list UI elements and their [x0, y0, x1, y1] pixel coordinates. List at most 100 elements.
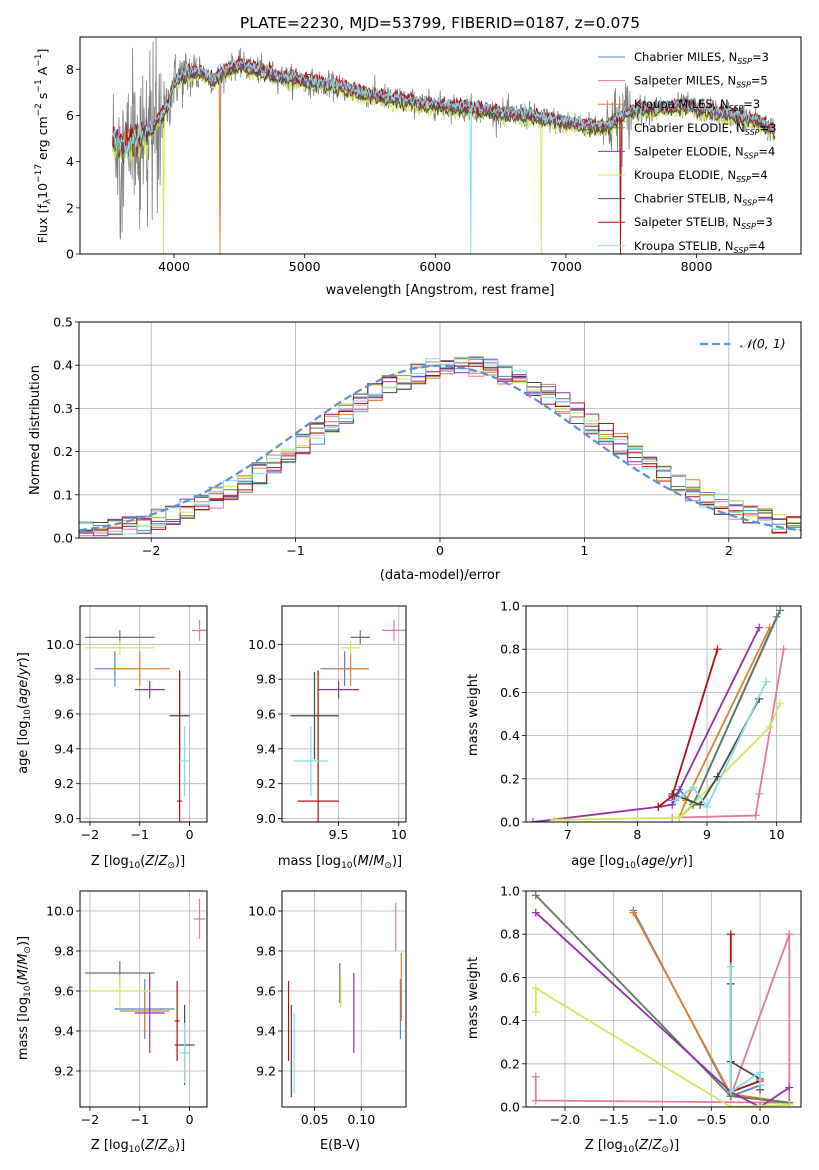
legend-label-chabrier_miles: Chabrier MILES, NSSP=3: [634, 50, 769, 66]
legend-subscript: SSP: [737, 57, 752, 66]
marker-salpeter_stelib: [654, 802, 663, 811]
x-tick-label: 0.0: [750, 1112, 770, 1127]
legend-name: Kroupa STELIB, N: [634, 239, 734, 253]
marker-salpeter_miles: [779, 645, 788, 654]
residual-histogram-panel: −2 −1 0 1 2 0.0 0.1 0.2 0.3 0.4 0.5 𝒩(0, 1): [53, 315, 802, 558]
plot-area: [79, 356, 801, 538]
spectrum-panel: 4000 5000 6000 7000 8000 0 2 4 6 8: [66, 36, 802, 274]
marker-kroupa_stelib: [756, 1081, 765, 1090]
x-tick-label: −1: [131, 827, 149, 842]
axes-frame: [79, 890, 208, 1108]
plot-area: [290, 619, 406, 822]
legend-name: Salpeter STELIB, N: [634, 215, 741, 229]
x-tick-label: 6000: [419, 259, 451, 274]
marker-salpeter_miles: [785, 930, 794, 939]
y-tick-label: 10.0: [248, 637, 276, 652]
x-tick-label: 1: [580, 543, 588, 558]
y-tick-label: 0.2: [500, 771, 520, 786]
x-tick-label: 8000: [681, 259, 713, 274]
legend-subscript: SSP: [745, 128, 760, 137]
mass-vs-ebv-panel: 0.05 0.10 9.2 9.4 9.6 9.8 10.0: [248, 890, 407, 1127]
y-tick-label: 9.6: [256, 984, 276, 999]
legend-count: =3: [760, 121, 777, 135]
weight-z-xlabel: Z [log10(Z/Z⊙)]: [585, 1138, 679, 1155]
legend-subscript: SSP: [742, 199, 757, 208]
histogram-kroupa_stelib: [79, 357, 801, 538]
y-tick-label: 0.6: [500, 685, 520, 700]
plot-area: [531, 891, 794, 1107]
series-line-kroupa_stelib: [729, 966, 761, 1094]
y-tick-label: 6: [66, 108, 74, 123]
plot-area: [84, 619, 207, 822]
y-tick-label: 0.1: [53, 487, 73, 502]
marker-kroupa_elodie: [531, 984, 540, 993]
legend-count: =3: [756, 215, 773, 229]
series-line-kroupa_elodie: [534, 986, 790, 1107]
y-tick-label: 2: [66, 200, 74, 215]
x-tick-label: 4000: [158, 259, 190, 274]
marker-kroupa_stelib: [726, 962, 735, 971]
y-tick-label: 9.4: [54, 741, 74, 756]
y-tick-label: 9.8: [256, 672, 276, 687]
axes-frame: [525, 605, 802, 823]
legend-subscript: SSP: [729, 104, 744, 113]
legend-subscript: SSP: [734, 246, 749, 255]
x-tick-label: −2: [81, 827, 99, 842]
marker-kroupa_elodie: [549, 815, 558, 822]
y-tick-label: 1.0: [500, 599, 520, 614]
y-tick-label: 9.4: [256, 741, 276, 756]
x-tick-label: 7000: [550, 259, 582, 274]
legend-name: Salpeter MILES, N: [634, 74, 736, 88]
legend-label-kroupa_elodie: Kroupa ELODIE, NSSP=4: [634, 168, 768, 184]
y-tick-label: 9.6: [256, 707, 276, 722]
model-spectrum-salpeter_stelib: [112, 55, 776, 254]
legend-count: =4: [748, 239, 765, 253]
y-tick-label: 0.4: [500, 728, 520, 743]
x-tick-label: 7: [564, 827, 572, 842]
y-tick-label: 0.2: [500, 1056, 520, 1071]
marker-salpeter_elodie: [785, 1083, 794, 1092]
y-tick-label: 0.0: [500, 1100, 520, 1115]
series-line-kroupa_stelib: [675, 681, 768, 809]
marker-salpeter_elodie: [755, 623, 764, 632]
legend-count: =4: [751, 168, 768, 182]
y-tick-label: 9.6: [54, 984, 74, 999]
x-tick-label: −1.0: [647, 1112, 677, 1127]
y-tick-label: 0: [66, 247, 74, 262]
x-tick-label: −1: [131, 1112, 149, 1127]
plot-area: [287, 903, 402, 1097]
x-tick-label: 5000: [289, 259, 321, 274]
mass-z-xlabel: Z [log10(Z/Z⊙)]: [91, 1138, 185, 1155]
marker-kroupa_stelib: [671, 796, 680, 805]
marker-salpeter_elodie: [531, 908, 540, 917]
y-tick-label: 9.4: [256, 1024, 276, 1039]
marker-salpeter_elodie: [668, 800, 677, 809]
x-tick-label: −0.5: [696, 1112, 726, 1127]
series-line-chabrier_stelib: [729, 983, 761, 1090]
marker-salpeter_elodie: [756, 1103, 765, 1107]
x-tick-label: 0.10: [347, 1112, 375, 1127]
normal-curve-line: [79, 364, 801, 532]
x-tick-label: 0: [186, 1112, 194, 1127]
weight-vs-z-panel: −2.0 −1.5 −1.0 −0.5 0.0 0.0 0.2 0.4 0.6 0.8 1.0: [500, 884, 802, 1127]
y-tick-label: 0.3: [53, 401, 73, 416]
y-tick-label: 10.0: [46, 904, 74, 919]
plot-area: [528, 606, 788, 822]
legend-count: =4: [757, 192, 774, 206]
marker-salpeter_stelib: [713, 645, 722, 654]
x-tick-label: 10: [769, 827, 785, 842]
y-tick-label: 10.0: [46, 637, 74, 652]
y-tick-label: 0.8: [500, 927, 520, 942]
legend-count: =3: [752, 50, 769, 64]
legend-subscript: SSP: [736, 175, 751, 184]
legend-name: Kroupa ELODIE, N: [634, 168, 736, 182]
legend-label-chabrier_elodie: Chabrier ELODIE, NSSP=3: [634, 121, 776, 137]
series-line-salpeter_elodie: [532, 627, 761, 822]
marker-kroupa_elodie: [776, 699, 785, 708]
marker-chabrier_stelib: [713, 772, 722, 781]
age-vs-z-panel: −2 −1 0 9.0 9.2 9.4 9.6 9.8 10.0: [46, 605, 208, 842]
x-tick-label: −2: [142, 543, 160, 558]
y-tick-label: 9.4: [54, 1024, 74, 1039]
